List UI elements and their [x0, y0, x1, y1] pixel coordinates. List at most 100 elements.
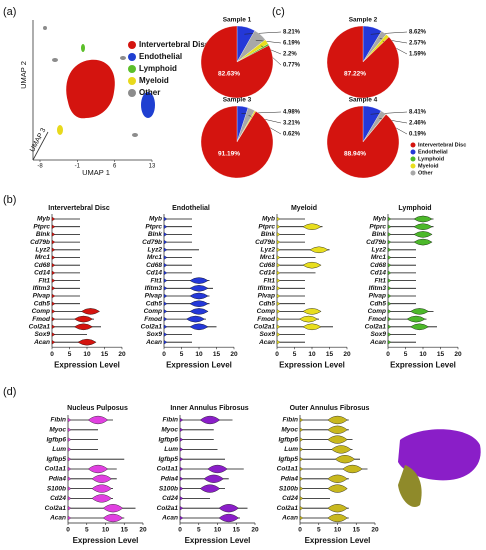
violin-base: [163, 216, 168, 222]
gene-label: Blnk: [36, 231, 50, 238]
gene-label: Acan: [161, 515, 178, 522]
gene-label: Ptprc: [33, 223, 50, 230]
pie-slice: [326, 25, 400, 99]
legend-swatch: [128, 41, 136, 49]
gene-label: Mrc1: [35, 254, 51, 261]
pie-title: Sample 1: [223, 17, 252, 24]
axis-line: [32, 131, 49, 161]
gene-label: Cdh5: [259, 300, 276, 307]
violin-base: [387, 332, 392, 337]
violin-base: [387, 224, 392, 229]
violin-base: [276, 293, 281, 299]
x-tick-label: 20: [343, 351, 351, 358]
violin-base: [387, 339, 392, 345]
gene-label: Cd14: [146, 270, 162, 277]
violin-base: [163, 232, 168, 237]
violin-base: [387, 301, 392, 306]
violin: [327, 435, 348, 444]
gene-label: Plvap: [258, 293, 275, 300]
cluster: [132, 133, 138, 137]
leader-line: [370, 111, 408, 115]
x-axis-label: Expression Level: [54, 360, 120, 369]
violin: [207, 464, 228, 474]
gene-label: Plvap: [33, 293, 50, 300]
violin-base: [299, 505, 304, 511]
gene-label: Comp: [32, 308, 50, 315]
violin: [91, 494, 112, 503]
violin: [102, 513, 124, 523]
gene-label: Myb: [262, 216, 275, 223]
violin-base: [67, 447, 72, 452]
violin-base: [51, 247, 56, 253]
violin: [410, 308, 429, 315]
violin-base: [51, 255, 56, 260]
gene-label: Col2a1: [365, 324, 387, 331]
x-tick-label: 5: [180, 351, 184, 358]
violin-base: [299, 447, 304, 452]
violin: [74, 315, 93, 323]
x-tick-label: 5: [317, 527, 321, 534]
violin-base: [163, 339, 168, 345]
y-axis-label: UMAP 2: [19, 61, 28, 89]
gene-label: Fmod: [257, 316, 276, 323]
pie-title: Sample 3: [223, 97, 252, 104]
x-tick-label: 5: [85, 527, 89, 534]
legend-label: Myeloid: [139, 76, 169, 85]
gene-label: Col2a1: [277, 505, 299, 512]
x-tick-label: 10: [83, 351, 91, 358]
violin-base: [163, 270, 168, 276]
gene-label: Acan: [281, 515, 298, 522]
x-tick-label: 5: [404, 351, 408, 358]
x-tick-label: 20: [139, 527, 147, 534]
x-tick-label: 20: [118, 351, 126, 358]
violin: [218, 504, 239, 513]
panel-label: (c): [272, 6, 285, 18]
slice-label: 0.62%: [283, 132, 301, 138]
gene-label: Myoc: [49, 427, 66, 434]
gene-label: Igfbp6: [279, 436, 299, 443]
legend-swatch: [128, 53, 136, 61]
violin-base: [179, 427, 184, 433]
gene-label: Col1a1: [277, 466, 299, 473]
violin-base: [387, 270, 392, 276]
gene-label: Cd79b: [255, 239, 275, 246]
violin: [189, 323, 209, 331]
x-tick-label: 15: [101, 351, 109, 358]
disc-render: [398, 429, 481, 508]
gene-label: Acan: [369, 339, 386, 346]
gene-label: Cdh5: [146, 300, 163, 307]
leader-line: [255, 39, 282, 44]
violin: [91, 484, 112, 493]
violin-base: [51, 301, 56, 306]
violin-base: [387, 216, 392, 222]
violin-base: [163, 239, 168, 245]
violin: [413, 223, 433, 230]
violin-base: [299, 515, 304, 521]
gene-label: Igfbp6: [47, 436, 67, 443]
violin: [189, 300, 209, 307]
x-tick-label: 0: [50, 351, 54, 358]
x-tick-label: 0: [386, 351, 390, 358]
violin: [74, 323, 93, 331]
cluster: [120, 56, 126, 60]
violin-base: [163, 247, 168, 253]
violin-base: [387, 262, 392, 268]
gene-label: Igfbp5: [159, 456, 179, 463]
gene-label: Cd24: [162, 495, 178, 502]
gene-label: Igfbp5: [47, 456, 67, 463]
violin-base: [299, 476, 304, 482]
violin: [302, 308, 322, 315]
gene-label: Fmod: [32, 316, 51, 323]
slice-label: 8.41%: [409, 110, 427, 116]
gene-label: Myoc: [281, 427, 298, 434]
legend-label: Intervertebral Disc: [418, 142, 466, 148]
gene-label: Plvap: [369, 293, 386, 300]
violin: [331, 445, 352, 454]
x-tick-label: 20: [454, 351, 462, 358]
gene-label: Cd79b: [142, 239, 162, 246]
gene-label: Cd68: [146, 262, 162, 269]
x-tick-label: 10: [102, 527, 110, 534]
violin-base: [163, 278, 168, 283]
violin: [327, 415, 348, 425]
violin-base: [179, 437, 184, 442]
